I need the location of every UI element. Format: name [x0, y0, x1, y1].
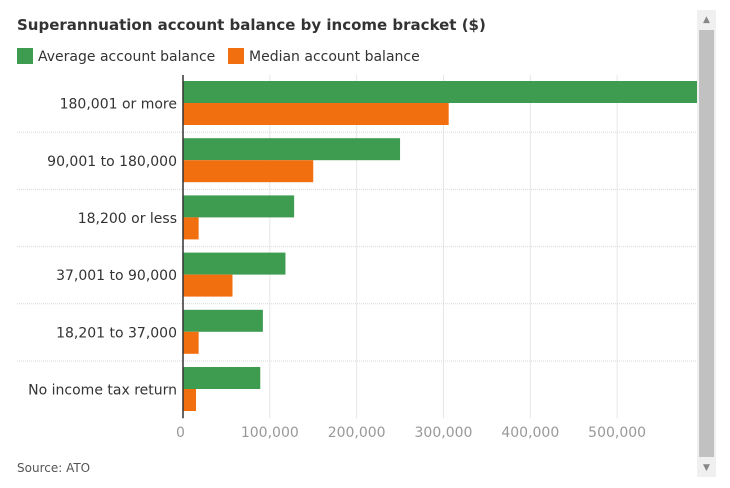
legend-label-average: Average account balance: [38, 49, 215, 65]
vertical-scrollbar[interactable]: ▲ ▼: [697, 10, 716, 477]
bar-average: [183, 309, 263, 332]
scroll-thumb[interactable]: [699, 30, 714, 457]
legend-label-median: Median account balance: [249, 49, 420, 65]
bar-median: [183, 331, 199, 354]
bar-average: [183, 195, 295, 218]
x-axis-ticks: 0 100,000 200,000 300,000 400,000 500,000: [176, 425, 646, 441]
legend: Average account balance Median account b…: [17, 48, 420, 65]
x-tick-label: 100,000: [241, 425, 299, 441]
bars: [183, 81, 697, 411]
bar-average: [183, 81, 697, 103]
category-label: 37,001 to 90,000: [56, 268, 177, 284]
bar-median: [183, 103, 449, 125]
x-tick-label: 200,000: [328, 425, 386, 441]
scroll-down-icon[interactable]: ▼: [703, 462, 710, 473]
category-label: 180,001 or more: [60, 97, 177, 113]
gridlines: [17, 75, 697, 419]
category-label: 90,001 to 180,000: [47, 154, 177, 170]
bar-median: [183, 160, 314, 183]
source-note: Source: ATO: [17, 461, 90, 475]
legend-swatch-median: [228, 48, 244, 64]
x-tick-label: 500,000: [588, 425, 646, 441]
category-label: 18,200 or less: [78, 211, 177, 227]
bar-average: [183, 252, 286, 275]
category-labels: 180,001 or more 90,001 to 180,000 18,200 o…: [28, 97, 177, 399]
bar-median: [183, 217, 199, 240]
x-tick-label: 0: [176, 425, 185, 441]
x-tick-label: 400,000: [501, 425, 559, 441]
x-tick-label: 300,000: [415, 425, 473, 441]
chart-title: Superannuation account balance by income…: [17, 16, 486, 34]
category-label: 18,201 to 37,000: [56, 325, 177, 341]
bar-average: [183, 138, 401, 161]
scroll-up-icon[interactable]: ▲: [703, 14, 710, 25]
legend-swatch-average: [17, 48, 33, 64]
bar-average: [183, 367, 261, 389]
category-label: No income tax return: [28, 383, 177, 399]
bar-median: [183, 274, 233, 297]
bar-median: [183, 389, 197, 411]
